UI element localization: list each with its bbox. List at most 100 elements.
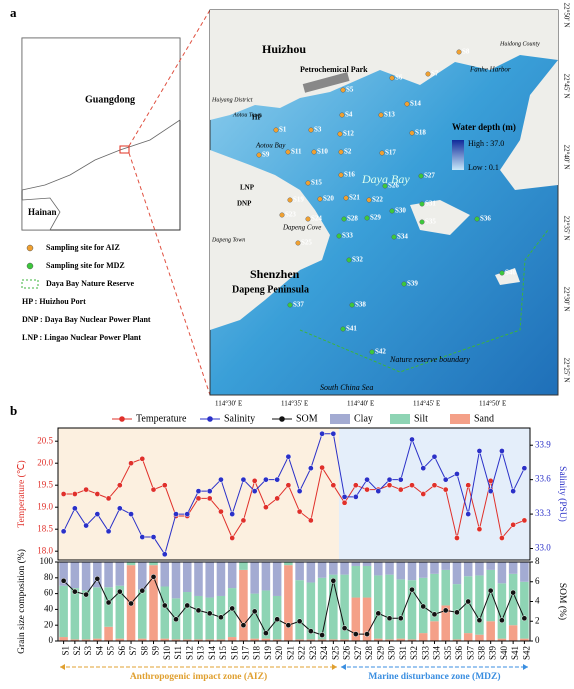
point <box>116 588 123 595</box>
bar-segment <box>81 639 91 641</box>
y2-axis-label: Salinity (PSU) <box>557 466 568 522</box>
point <box>397 476 404 483</box>
point <box>330 577 337 584</box>
point <box>510 521 516 528</box>
bar-segment <box>227 637 237 641</box>
bar-segment <box>396 638 406 641</box>
abbreviation: LNP : Lingao Nuclear Power Plant <box>22 333 141 342</box>
bar-segment <box>306 562 316 583</box>
site-dot <box>338 172 344 178</box>
place-label: South China Sea <box>320 383 373 392</box>
point <box>116 505 123 512</box>
point <box>442 476 449 483</box>
site-label: S19 <box>293 196 304 204</box>
point <box>285 622 292 629</box>
y-tick-label: 60 <box>44 588 54 598</box>
bar-segment <box>317 639 327 641</box>
bar-segment <box>475 562 484 576</box>
point <box>161 551 168 558</box>
site-label: S7 <box>431 70 439 78</box>
x-tick-label: S38 <box>476 646 486 661</box>
x-tick-label: S42 <box>521 646 531 660</box>
point <box>308 465 314 472</box>
x-tick-label: S30 <box>387 646 397 661</box>
site-label: S10 <box>317 148 328 156</box>
x-tick-label: S40 <box>499 646 509 661</box>
zone-label: Anthropogenic impact zone (AIZ) <box>130 671 267 682</box>
point <box>128 600 134 607</box>
inset-highlight <box>119 145 130 154</box>
bar-segment <box>463 562 473 577</box>
point <box>161 482 168 489</box>
point <box>319 464 325 471</box>
point <box>308 628 314 634</box>
bar-segment <box>396 562 406 580</box>
land <box>210 10 558 120</box>
legend-label: Clay <box>354 413 373 424</box>
zone-shade <box>338 428 530 560</box>
point <box>409 482 415 489</box>
site-label: S1 <box>279 126 287 134</box>
bar-segment <box>430 562 439 574</box>
point <box>330 430 337 437</box>
plot-frame <box>57 427 531 561</box>
y2-tick-label: 0 <box>535 635 540 645</box>
bar-segment <box>205 639 214 641</box>
point <box>94 511 101 517</box>
site-label: S38 <box>355 301 366 309</box>
point <box>184 602 191 609</box>
bar-segment <box>396 579 406 639</box>
point <box>83 522 89 529</box>
point <box>161 602 168 609</box>
site-label: S17 <box>385 149 396 157</box>
site-label: S12 <box>343 130 354 138</box>
bar-segment <box>284 565 293 641</box>
point <box>206 488 213 494</box>
point <box>420 491 427 497</box>
site-label: S9 <box>262 151 270 159</box>
place-label: DNP <box>237 200 252 208</box>
bar-segment <box>351 565 361 598</box>
point <box>442 607 449 614</box>
bar-segment <box>104 562 113 588</box>
place-label: LNP <box>240 184 255 192</box>
point <box>229 535 236 541</box>
point <box>341 494 348 500</box>
lon-label: 114°35' E <box>281 400 308 408</box>
bar-segment <box>104 587 113 627</box>
point <box>386 476 393 483</box>
legend-swatch <box>330 414 350 424</box>
site-dot <box>349 302 355 308</box>
place-label: Daya Bay <box>361 172 410 186</box>
place-label: Fanhe Harbor <box>469 66 511 74</box>
bar-segment <box>149 565 158 641</box>
bar-segment <box>340 562 349 575</box>
point <box>60 577 67 584</box>
bar-segment <box>182 562 192 593</box>
point <box>476 448 483 454</box>
point <box>431 611 438 618</box>
point <box>476 617 483 624</box>
lon-label: 114°45' E <box>413 400 440 408</box>
point <box>487 477 494 484</box>
point <box>442 486 449 493</box>
point <box>195 495 202 502</box>
point <box>510 589 516 596</box>
x-tick-label: S6 <box>117 646 127 656</box>
place-label: Dapeng Peninsula <box>232 284 309 295</box>
bar-segment <box>59 637 68 641</box>
bar-segment <box>452 639 462 641</box>
site-label: S18 <box>415 129 426 137</box>
y-tick-label: 40 <box>44 603 54 613</box>
point <box>521 517 528 524</box>
bar-segment <box>227 562 237 589</box>
sites: S1 S2 S3 S4 S5 S6 S7 S8 S9 S10 S11 S12 S13 S14 S15 S16 S… <box>256 48 516 356</box>
site-dot <box>338 149 344 155</box>
y-tick-label: 20.5 <box>37 435 53 445</box>
bar-segment <box>295 639 304 641</box>
point <box>206 495 213 502</box>
y-tick-label: 19.5 <box>37 479 53 489</box>
depth-scale <box>452 140 464 170</box>
x-tick-label: S32 <box>409 646 419 660</box>
legend-swatch <box>390 414 410 424</box>
